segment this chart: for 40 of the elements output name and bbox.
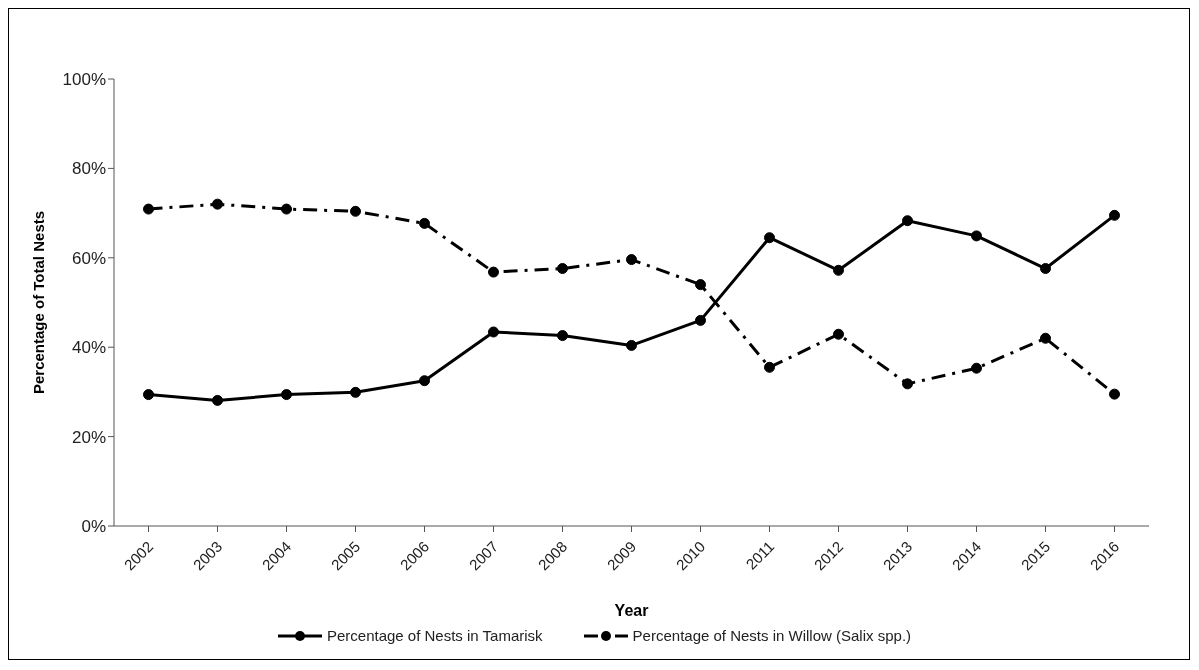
y-axis-title: Percentage of Total Nests: [30, 210, 48, 395]
point: [212, 198, 223, 210]
point: [1109, 209, 1120, 221]
point: [419, 375, 430, 387]
x-axis-title: Year: [614, 602, 649, 619]
point: [971, 362, 982, 374]
point: [833, 264, 844, 276]
point: [281, 389, 292, 401]
point: [902, 378, 913, 390]
y-tick-label: 20%: [71, 427, 106, 447]
y-tick-label: 0%: [81, 517, 106, 537]
point: [695, 279, 706, 291]
point: [695, 314, 706, 326]
point: [626, 254, 637, 266]
y-tick-label: 40%: [71, 338, 106, 358]
point: [350, 205, 361, 217]
point: [281, 203, 292, 215]
y-tick-label: 60%: [71, 248, 106, 268]
point: [971, 230, 982, 242]
point: [764, 232, 775, 244]
y-tick-label: 100%: [62, 70, 106, 90]
point: [419, 217, 430, 229]
point: [488, 326, 499, 338]
point: [557, 263, 568, 275]
point: [488, 266, 499, 278]
point: [143, 203, 154, 215]
point: [626, 339, 637, 351]
y-tick-label: 80%: [71, 159, 106, 179]
point: [557, 330, 568, 342]
point: [350, 386, 361, 398]
point: [1040, 332, 1051, 344]
point: [833, 328, 844, 340]
legend-label: Percentage of Nests in Willow (Salix spp.): [632, 627, 912, 644]
legend-label: Percentage of Nests in Tamarisk: [326, 627, 543, 644]
point: [143, 389, 154, 401]
point: [764, 361, 775, 373]
point: [1109, 388, 1120, 400]
point: [902, 215, 913, 227]
point: [1040, 263, 1051, 275]
point: [212, 394, 223, 406]
